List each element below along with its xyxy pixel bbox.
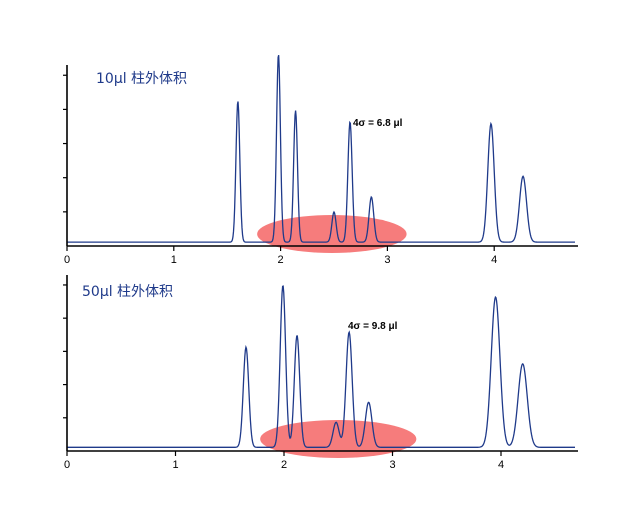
peak-width-annotation: 4σ = 6.8 μl [353, 118, 403, 129]
chromatogram-panel-50ul: 0 1 2 3 4 50μl 柱外体积 4σ = 9.8 μl [63, 275, 578, 471]
chromatogram-trace [67, 55, 575, 243]
x-tick-label: 2 [278, 254, 284, 266]
x-tick-label: 2 [281, 459, 287, 471]
highlight-ellipse [257, 215, 407, 253]
x-tick-label: 0 [64, 459, 70, 471]
x-tick-label: 3 [384, 254, 390, 266]
x-tick-label: 3 [389, 459, 395, 471]
x-tick-label: 0 [64, 254, 70, 266]
chromatogram-trace [67, 285, 575, 448]
highlight-ellipse [260, 420, 417, 458]
panel-title: 10μl 柱外体积 [96, 71, 187, 87]
panel-title: 50μl 柱外体积 [82, 284, 173, 300]
chromatogram-panel-10ul: 0 1 2 3 4 10μl 柱外体积 4σ = 6.8 μl [63, 55, 578, 266]
x-tick-label: 1 [172, 459, 178, 471]
x-tick-label: 1 [171, 254, 177, 266]
x-tick-label: 4 [491, 254, 497, 266]
x-tick-label: 4 [498, 459, 504, 471]
peak-width-annotation: 4σ = 9.8 μl [348, 321, 398, 332]
